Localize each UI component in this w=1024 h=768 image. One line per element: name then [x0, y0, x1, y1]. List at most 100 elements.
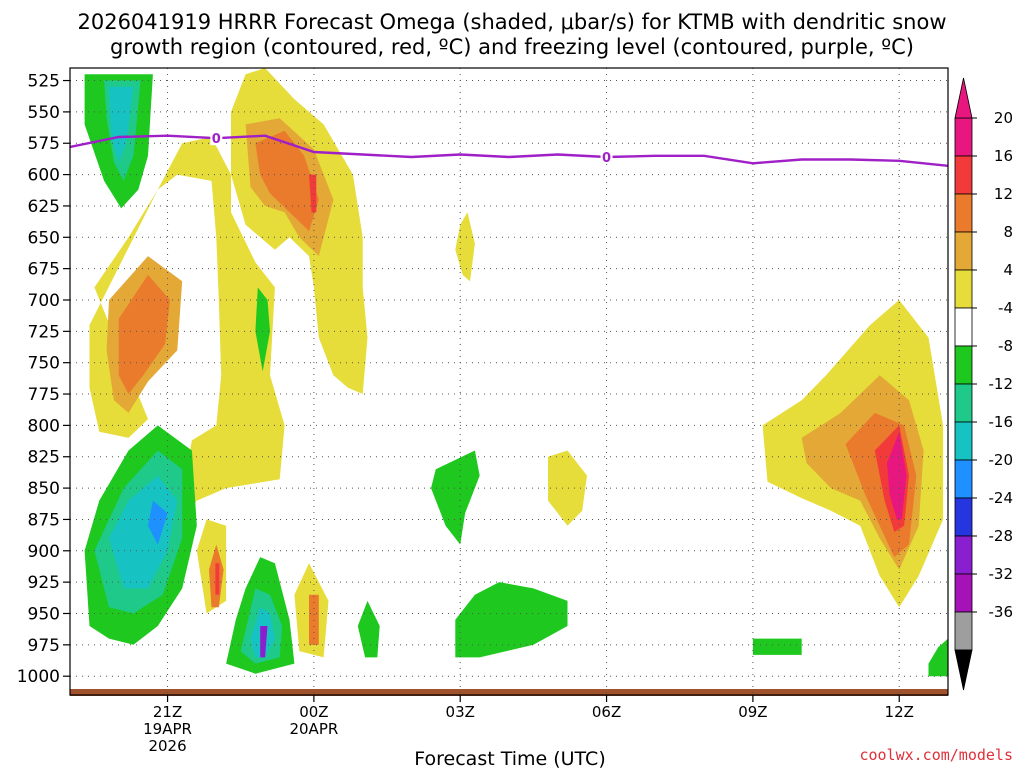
colorbar-swatch: [954, 117, 973, 157]
colorbar-label: -16: [989, 413, 1014, 431]
omega-contour-green-lower-left-2: [109, 475, 178, 589]
colorbar-swatch: [954, 611, 973, 651]
freezing-level-label: 0: [212, 132, 221, 147]
omega-contour-orange-top-center-1: [255, 130, 319, 231]
omega-region-blue-purple-lower: [226, 557, 295, 674]
x-tick-label: 03Z: [446, 703, 475, 721]
colorbar-label: -28: [989, 527, 1014, 545]
omega-contour-green-blobs-bottom-1: [431, 450, 480, 545]
colorbar-swatch: [954, 231, 973, 271]
colorbar-label: -8: [998, 337, 1013, 355]
colorbar-swatch: [954, 383, 973, 423]
colorbar: 20 16 12 8 4 -4 -8 -12 -16 -20 -24 -28 -32 -36: [954, 77, 1014, 691]
omega-contour-green-blobs-bottom-2: [455, 582, 568, 658]
x-tick-year: 2026: [148, 737, 186, 755]
colorbar-label: 20: [994, 109, 1013, 127]
colorbar-swatch: [954, 193, 973, 233]
omega-region-yellow-to-magenta-right: [762, 300, 944, 608]
y-tick-label: 750: [28, 354, 60, 374]
x-tick-label: 12Z: [885, 703, 914, 721]
y-tick-label: 675: [28, 260, 60, 280]
omega-region-orange-top-center: [245, 118, 334, 257]
chart-title-line2: growth region (contoured, red, ºC) and f…: [110, 35, 914, 59]
colorbar-label: 4: [1003, 261, 1013, 279]
omega-contour-green-lower-left-3: [148, 500, 168, 545]
x-tick-label: 21Z: [153, 703, 182, 721]
omega-contour-green-blobs-bottom-4: [928, 638, 948, 677]
colorbar-top-arrow: [954, 77, 973, 119]
y-tick-label: 925: [28, 573, 60, 593]
colorbar-label: -32: [989, 565, 1014, 583]
omega-contour-yellow-orange-left-2: [118, 274, 170, 394]
chart-title-line1: 2026041919 HRRR Forecast Omega (shaded, …: [77, 10, 946, 34]
colorbar-label: 8: [1003, 223, 1013, 241]
y-tick-label: 950: [28, 604, 60, 624]
freezing-level-label: 0: [602, 151, 611, 166]
y-tick-label: 550: [28, 103, 60, 123]
colorbar-swatch: [954, 307, 973, 347]
y-tick-label: 700: [28, 291, 60, 311]
ground-strip: [70, 689, 948, 696]
x-tick-date: 20APR: [289, 720, 338, 738]
x-tick-label: 06Z: [592, 703, 621, 721]
omega-region-small-orange-bottom: [294, 563, 329, 658]
colorbar-swatch: [954, 573, 973, 613]
omega-shading: [84, 68, 948, 677]
y-tick-label: 975: [28, 636, 60, 656]
credit-text: coolwx.com/models: [859, 746, 1013, 764]
colorbar-label: 16: [994, 147, 1013, 165]
omega-region-green-upper-left: [84, 74, 153, 209]
x-axis-title: Forecast Time (UTC): [414, 748, 605, 768]
colorbar-swatch: [954, 535, 973, 575]
omega-contour-orange-top-center-2: [309, 174, 317, 213]
colorbar-swatch: [954, 421, 973, 461]
omega-contour-green-blobs-bottom-0: [357, 600, 380, 658]
colorbar-bottom-arrow: [954, 649, 973, 691]
colorbar-swatch: [954, 269, 973, 309]
y-tick-label: 800: [28, 416, 60, 436]
omega-contour-yellow-small-mid-0: [455, 212, 475, 282]
colorbar-swatch: [954, 459, 973, 499]
y-tick-label: 825: [28, 448, 60, 468]
colorbar-swatch: [954, 345, 973, 385]
y-tick-label: 625: [28, 197, 60, 217]
omega-contour-green-blobs-bottom-3: [752, 638, 802, 655]
y-tick-label: 850: [28, 479, 60, 499]
y-tick-label: 525: [28, 72, 60, 92]
omega-contour-small-green-mid-0: [255, 287, 270, 372]
omega-contour-orange-small-lower-2: [215, 563, 220, 595]
omega-region-green-lower-left: [84, 425, 197, 645]
colorbar-label: -4: [998, 299, 1013, 317]
omega-region-small-green-mid: [255, 287, 270, 372]
y-tick-label: 775: [28, 385, 60, 405]
gridlines: [70, 68, 948, 695]
y-tick-label: 600: [28, 166, 60, 186]
y-tick-label: 725: [28, 322, 60, 342]
y-tick-label: 1000: [17, 667, 60, 687]
colorbar-swatch: [954, 497, 973, 537]
omega-contour-green-upper-left-2: [109, 86, 134, 163]
colorbar-label: -20: [989, 451, 1014, 469]
colorbar-label: -36: [989, 603, 1014, 621]
colorbar-label: -24: [989, 489, 1014, 507]
omega-region-yellow-small-mid: [455, 212, 587, 526]
omega-contour-small-orange-bottom-1: [309, 594, 319, 645]
y-tick-label: 575: [28, 134, 60, 154]
colorbar-label: 12: [994, 185, 1013, 203]
omega-region-green-blobs-bottom: [357, 450, 948, 677]
omega-contour-yellow-small-mid-1: [548, 450, 587, 526]
colorbar-label: -12: [989, 375, 1014, 393]
omega-contour-yellow-to-magenta-right-4: [887, 431, 907, 520]
omega-region-orange-small-lower: [196, 519, 227, 614]
plot-area: 0 0 525 550 575 600 625 650 675 700 725 750 775 800 82…: [17, 67, 949, 755]
freezing-label-bg: [210, 130, 223, 146]
y-tick-label: 900: [28, 542, 60, 562]
y-axis: 525 550 575 600 625 650 675 700 725 750 775 800 825 8…: [17, 72, 70, 687]
y-tick-label: 650: [28, 228, 60, 248]
x-tick-date: 19APR: [143, 720, 192, 738]
plot-frame: [69, 67, 949, 696]
x-tick-label: 00Z: [299, 703, 328, 721]
y-tick-label: 875: [28, 510, 60, 530]
